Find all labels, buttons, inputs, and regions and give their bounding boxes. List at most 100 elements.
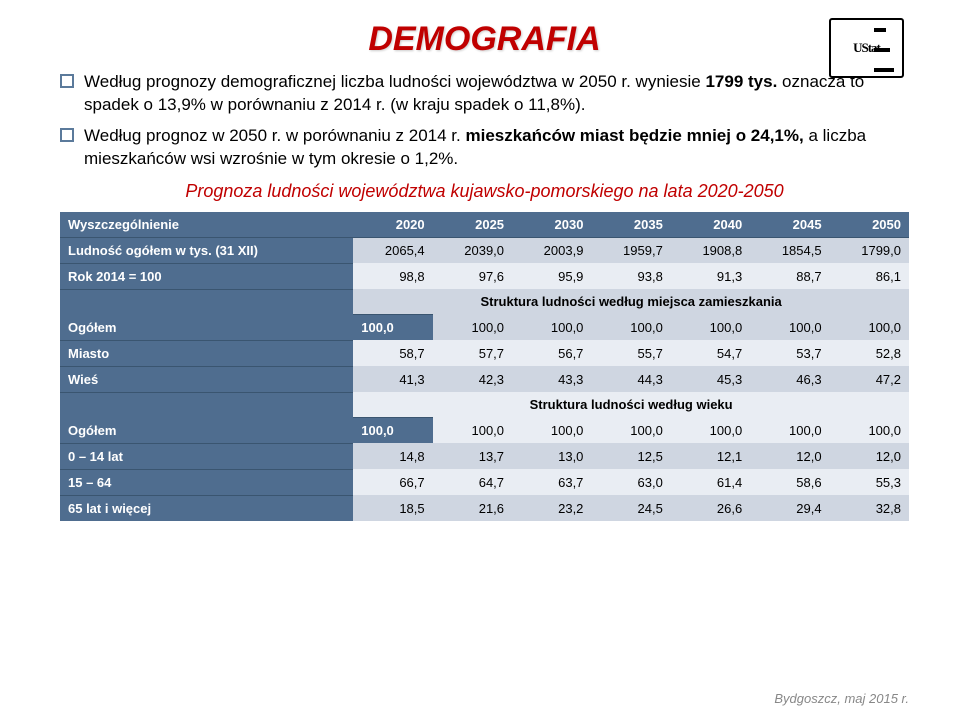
cell: 100,0 <box>433 418 512 444</box>
cell: 93,8 <box>591 263 670 289</box>
col-year: 2025 <box>433 212 512 238</box>
col-year: 2040 <box>671 212 750 238</box>
cell: 12,1 <box>671 443 750 469</box>
cell: 56,7 <box>512 340 591 366</box>
cell: 100,0 <box>750 315 829 341</box>
cell: 32,8 <box>830 495 909 521</box>
table-row: Ludność ogółem w tys. (31 XII)2065,42039… <box>60 237 909 263</box>
cell: 57,7 <box>433 340 512 366</box>
table-row: Wieś41,342,343,344,345,346,347,2 <box>60 366 909 392</box>
cell: 12,5 <box>591 443 670 469</box>
cell: 41,3 <box>353 366 432 392</box>
bullet-bold: mieszkańców miast będzie mniej o 24,1%, <box>465 126 803 145</box>
cell: 55,7 <box>591 340 670 366</box>
cell: 100,0 <box>591 418 670 444</box>
cell: 42,3 <box>433 366 512 392</box>
row-label: 0 – 14 lat <box>60 443 353 469</box>
bullet-pre: Według prognoz w 2050 r. w porównaniu z … <box>84 126 465 145</box>
col-year: 2050 <box>830 212 909 238</box>
cell: 13,0 <box>512 443 591 469</box>
cell: 2003,9 <box>512 237 591 263</box>
cell: 100,0 <box>353 418 432 444</box>
table-header-row: Wyszczególnienie 2020 2025 2030 2035 204… <box>60 212 909 238</box>
cell: 66,7 <box>353 469 432 495</box>
cell: 53,7 <box>750 340 829 366</box>
col-year: 2035 <box>591 212 670 238</box>
forecast-table: Wyszczególnienie 2020 2025 2030 2035 204… <box>60 212 909 521</box>
bullet-text: Według prognoz w 2050 r. w porównaniu z … <box>84 125 909 171</box>
col-label: Wyszczególnienie <box>60 212 353 238</box>
cell: 95,9 <box>512 263 591 289</box>
cell: 64,7 <box>433 469 512 495</box>
row-label: Rok 2014 = 100 <box>60 263 353 289</box>
col-year: 2045 <box>750 212 829 238</box>
bullet-item: Według prognozy demograficznej liczba lu… <box>60 71 909 117</box>
cell: 100,0 <box>591 315 670 341</box>
table-row: 65 lat i więcej18,521,623,224,526,629,43… <box>60 495 909 521</box>
cell: 12,0 <box>750 443 829 469</box>
cell: 100,0 <box>830 418 909 444</box>
cell: 21,6 <box>433 495 512 521</box>
cell: 54,7 <box>671 340 750 366</box>
cell: 100,0 <box>750 418 829 444</box>
cell: 97,6 <box>433 263 512 289</box>
row-label: Wieś <box>60 366 353 392</box>
row-label: 15 – 64 <box>60 469 353 495</box>
cell: 2039,0 <box>433 237 512 263</box>
cell: 44,3 <box>591 366 670 392</box>
cell: 43,3 <box>512 366 591 392</box>
table-row: Miasto58,757,756,755,754,753,752,8 <box>60 340 909 366</box>
row-label: 65 lat i więcej <box>60 495 353 521</box>
cell: 98,8 <box>353 263 432 289</box>
table-row: Rok 2014 = 10098,897,695,993,891,388,786… <box>60 263 909 289</box>
bullet-pre: Według prognozy demograficznej liczba lu… <box>84 72 705 91</box>
cell: 1959,7 <box>591 237 670 263</box>
cell: 29,4 <box>750 495 829 521</box>
row-label: Miasto <box>60 340 353 366</box>
section-caption: Struktura ludności według miejsca zamies… <box>353 289 909 315</box>
cell: 52,8 <box>830 340 909 366</box>
table-section-row: OgółemStruktura ludności według wieku <box>60 392 909 418</box>
cell: 100,0 <box>830 315 909 341</box>
cell: 100,0 <box>512 418 591 444</box>
table-row: 15 – 6466,764,763,763,061,458,655,3 <box>60 469 909 495</box>
bullet-item: Według prognoz w 2050 r. w porównaniu z … <box>60 125 909 171</box>
cell: 47,2 <box>830 366 909 392</box>
cell: 1854,5 <box>750 237 829 263</box>
cell: 2065,4 <box>353 237 432 263</box>
cell: 26,6 <box>671 495 750 521</box>
cell: 58,6 <box>750 469 829 495</box>
cell: 100,0 <box>671 418 750 444</box>
cell: 63,7 <box>512 469 591 495</box>
cell: 100,0 <box>433 315 512 341</box>
cell: 100,0 <box>512 315 591 341</box>
bullet-icon <box>60 128 74 142</box>
cell: 100,0 <box>353 315 432 341</box>
table-section-row: OgółemStruktura ludności według miejsca … <box>60 289 909 315</box>
cell: 63,0 <box>591 469 670 495</box>
cell: 1908,8 <box>671 237 750 263</box>
footer-text: Bydgoszcz, maj 2015 r. <box>774 691 909 706</box>
section-caption: Struktura ludności według wieku <box>353 392 909 418</box>
cell: 14,8 <box>353 443 432 469</box>
row-label: Ogółem <box>60 392 353 443</box>
cell: 86,1 <box>830 263 909 289</box>
table-caption: Prognoza ludności województwa kujawsko-p… <box>60 181 909 202</box>
bullet-text: Według prognozy demograficznej liczba lu… <box>84 71 909 117</box>
bullet-icon <box>60 74 74 88</box>
cell: 24,5 <box>591 495 670 521</box>
cell: 23,2 <box>512 495 591 521</box>
cell: 55,3 <box>830 469 909 495</box>
logo: UStat <box>829 18 904 78</box>
cell: 18,5 <box>353 495 432 521</box>
cell: 58,7 <box>353 340 432 366</box>
bullet-bold: 1799 tys. <box>705 72 777 91</box>
col-year: 2030 <box>512 212 591 238</box>
cell: 1799,0 <box>830 237 909 263</box>
cell: 61,4 <box>671 469 750 495</box>
cell: 46,3 <box>750 366 829 392</box>
table-row: 0 – 14 lat14,813,713,012,512,112,012,0 <box>60 443 909 469</box>
col-year: 2020 <box>353 212 432 238</box>
row-label: Ogółem <box>60 289 353 340</box>
cell: 91,3 <box>671 263 750 289</box>
